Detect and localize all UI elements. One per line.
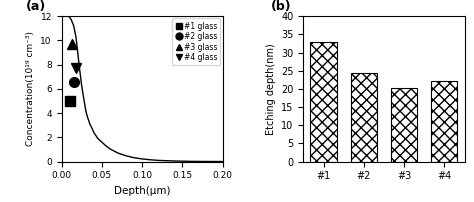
Bar [391,88,417,162]
Y-axis label: Etching depth(nm): Etching depth(nm) [265,43,275,135]
Y-axis label: Concentration(10¹⁹ cm⁻³): Concentration(10¹⁹ cm⁻³) [26,31,35,146]
Bar [310,42,337,162]
Legend: #1 glass, #2 glass, #3 glass, #4 glass: #1 glass, #2 glass, #3 glass, #4 glass [173,18,220,65]
Bar [351,73,377,162]
X-axis label: Depth(μm): Depth(μm) [114,186,171,196]
Text: (b): (b) [271,0,292,13]
Text: (a): (a) [26,0,46,13]
Bar [431,81,457,162]
